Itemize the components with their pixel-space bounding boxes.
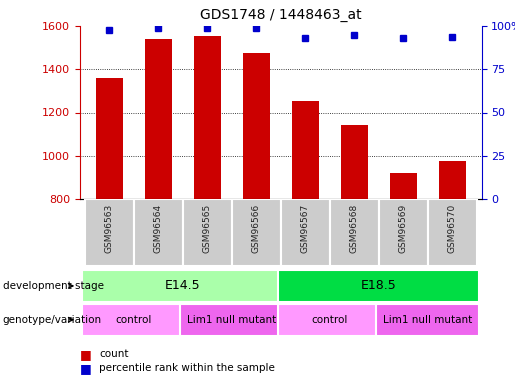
Text: GSM96565: GSM96565 (203, 204, 212, 254)
Text: GSM96564: GSM96564 (153, 204, 163, 253)
Text: ■: ■ (80, 348, 92, 361)
Bar (281, 199, 330, 266)
Bar (82, 304, 185, 336)
Bar (232, 199, 281, 266)
Bar (427, 199, 476, 266)
Title: GDS1748 / 1448463_at: GDS1748 / 1448463_at (200, 9, 362, 22)
Text: count: count (99, 350, 129, 359)
Bar (82, 270, 283, 302)
Bar (183, 199, 232, 266)
Text: percentile rank within the sample: percentile rank within the sample (99, 363, 276, 373)
Bar (96, 78, 123, 199)
Bar (390, 173, 417, 199)
Text: development stage: development stage (3, 281, 104, 291)
Bar (379, 199, 427, 266)
Text: Lim1 null mutant: Lim1 null mutant (383, 315, 472, 325)
Text: E14.5: E14.5 (165, 279, 200, 292)
Text: ■: ■ (80, 362, 92, 375)
Text: GSM96568: GSM96568 (350, 204, 358, 254)
Bar (376, 304, 479, 336)
Bar (145, 39, 171, 199)
Text: Lim1 null mutant: Lim1 null mutant (187, 315, 277, 325)
Bar (330, 199, 379, 266)
Text: GSM96566: GSM96566 (252, 204, 261, 254)
Bar (291, 100, 319, 199)
Bar (341, 125, 368, 199)
Text: GSM96570: GSM96570 (448, 204, 457, 254)
Bar (180, 304, 283, 336)
Bar (85, 199, 134, 266)
Text: genotype/variation: genotype/variation (3, 315, 101, 325)
Bar (243, 53, 270, 199)
Text: E18.5: E18.5 (361, 279, 397, 292)
Text: control: control (115, 315, 152, 325)
Text: GSM96563: GSM96563 (105, 204, 114, 254)
Bar (278, 304, 381, 336)
Bar (134, 199, 183, 266)
Text: GSM96567: GSM96567 (301, 204, 310, 254)
Text: control: control (312, 315, 348, 325)
Text: GSM96569: GSM96569 (399, 204, 408, 254)
Bar (194, 36, 220, 199)
Bar (439, 161, 466, 199)
Bar (278, 270, 479, 302)
